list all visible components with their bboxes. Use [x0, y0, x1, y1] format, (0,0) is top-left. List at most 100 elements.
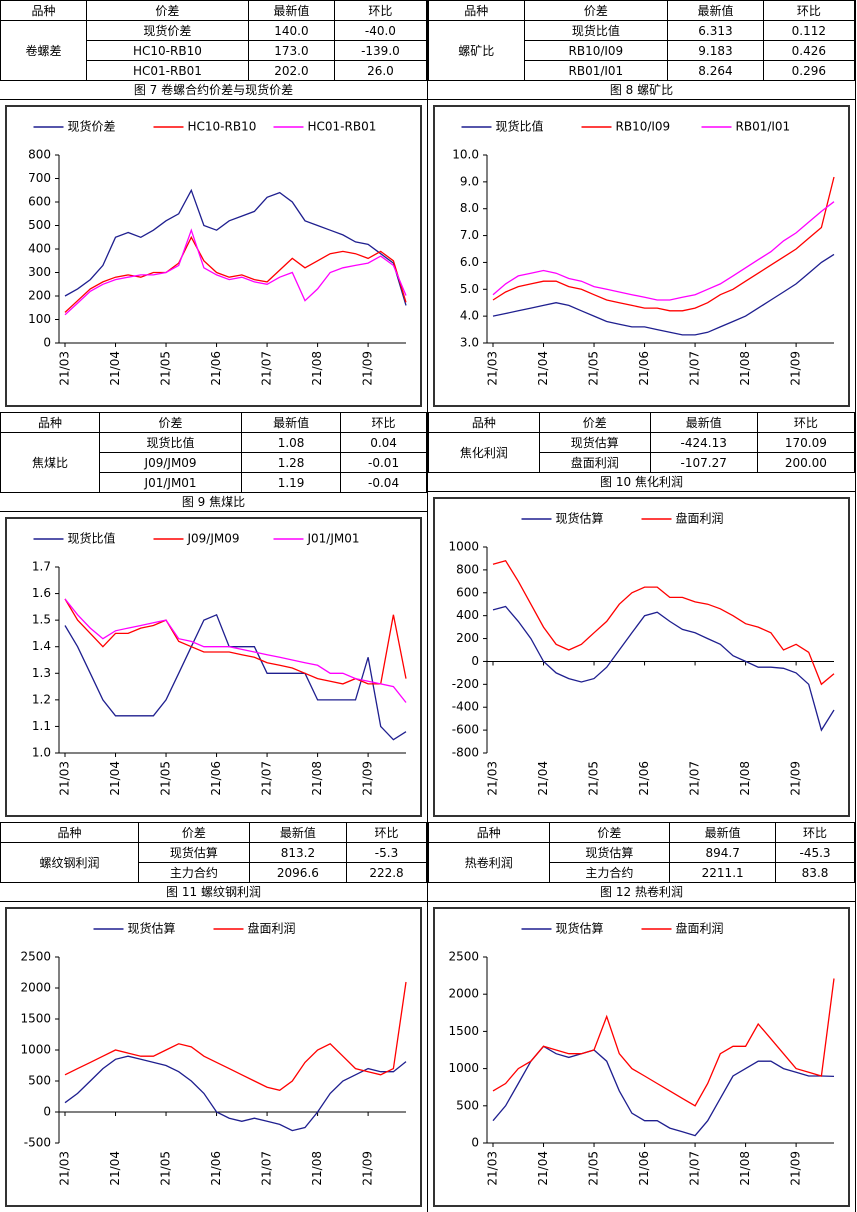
legend-label: J01/JM01: [307, 532, 360, 546]
table-cell: J01/JM01: [99, 472, 243, 493]
section: 品种 价差 最新值 环比 焦煤比 现货比值 1.08 0.04 J09/JM09 1.28 -0.0…: [0, 412, 428, 822]
x-tick-label: 21/09: [361, 761, 375, 796]
data-table: 品种 价差 最新值 环比 卷螺差 现货价差 140.0 -40.0 HC10-RB10 173.0…: [0, 0, 428, 81]
header-row: 品种 价差 最新值 环比: [428, 412, 856, 433]
chart: 现货估算 盘面利润 -500 0 500 1000 1500 2000 2500 21/03 21/…: [20, 921, 407, 1186]
y-tick-label: 2500: [448, 950, 479, 964]
chart: 现货比值 J09/JM09 J01/JM01 1.0 1.1 1.2 1.3 1.4 1.5 1.…: [32, 531, 407, 796]
table-cell: J09/JM09: [99, 452, 243, 473]
table-cell: -45.3: [775, 842, 855, 863]
header-cell: 最新值: [248, 822, 348, 843]
table-row: 焦化利润 现货估算 -424.13 170.09: [428, 432, 856, 473]
legend-label: J09/JM09: [187, 532, 240, 546]
table-cell: 6.313: [667, 20, 764, 41]
table-cell: HC10-RB10: [85, 40, 249, 61]
section: 品种 价差 最新值 环比 热卷利润 现货估算 894.7 -45.3 主力合约 2211.1 83.…: [428, 822, 856, 1212]
y-tick-label: 1500: [20, 1012, 51, 1026]
y-tick-label: 7.0: [460, 228, 479, 242]
series-line: [492, 978, 835, 1107]
x-tick-label: 21/09: [789, 351, 803, 386]
x-tick-label: 21/06: [209, 351, 223, 386]
y-tick-label: 1.1: [32, 719, 51, 733]
header-cell: 价差: [99, 412, 243, 433]
x-tick-label: 21/06: [209, 1151, 223, 1186]
y-tick-label: -800: [452, 746, 479, 760]
table-cell: 2211.1: [669, 862, 777, 883]
x-tick-label: 21/05: [159, 351, 173, 386]
y-tick-label: 8.0: [460, 201, 479, 215]
table-row: 卷螺差 现货价差 140.0 -40.0: [0, 20, 428, 81]
y-tick-label: 1.2: [32, 692, 51, 706]
header-row: 品种 价差 最新值 环比: [428, 822, 855, 843]
y-tick-label: 100: [28, 312, 51, 326]
table-cell: 现货价差: [85, 20, 249, 41]
y-tick-label: 500: [28, 218, 51, 232]
series-line: [64, 235, 407, 313]
header-cell: 品种: [428, 412, 540, 433]
x-tick-label: 21/03: [58, 1151, 72, 1186]
x-tick-label: 21/04: [536, 761, 550, 796]
chart-box: 现货比值 RB10/I09 RB01/I01 3.0 4.0 5.0 6.0 7.0 8.0 9.…: [433, 105, 850, 407]
x-tick-label: 21/08: [738, 761, 752, 796]
header-row: 品种 价差 最新值 环比: [0, 412, 427, 433]
y-tick-label: 400: [456, 608, 479, 622]
y-tick-label: 1.5: [32, 613, 51, 627]
table-cell: 83.8: [775, 862, 855, 883]
chart: 现货估算 盘面利润 0 500 1000 1500 2000 2500 21/03 21/04 21…: [448, 921, 835, 1186]
x-tick-label: 21/03: [58, 351, 72, 386]
legend-label: 现货价差: [68, 119, 116, 134]
y-tick-label: 4.0: [460, 309, 479, 323]
header-cell: 最新值: [247, 0, 335, 21]
legend-label: HC10-RB10: [188, 120, 257, 134]
y-tick-label: 6.0: [460, 255, 479, 269]
x-tick-label: 21/08: [310, 761, 324, 796]
series-line: [64, 598, 407, 685]
table-cell: 813.2: [248, 842, 348, 863]
row: 品种 价差 最新值 环比 卷螺差 现货价差 140.0 -40.0 HC10-RB10 173.0…: [0, 0, 857, 412]
y-tick-label: -200: [452, 677, 479, 691]
table-cell: 9.183: [667, 40, 764, 61]
header-row: 品种 价差 最新值 环比: [428, 0, 856, 21]
y-tick-label: 1000: [20, 1043, 51, 1057]
y-tick-label: 200: [456, 631, 479, 645]
x-tick-label: 21/08: [310, 1151, 324, 1186]
chart-box: 现货比值 J09/JM09 J01/JM01 1.0 1.1 1.2 1.3 1.4 1.5 1.…: [5, 517, 422, 817]
y-tick-label: 1000: [448, 540, 479, 554]
x-tick-label: 21/04: [108, 351, 122, 386]
table-cell: 现货比值: [99, 432, 243, 453]
x-tick-label: 21/09: [789, 761, 803, 796]
header-cell: 品种: [0, 0, 87, 21]
table-row: 盘面利润 -107.27 200.00: [429, 452, 856, 473]
series-line: [64, 613, 407, 741]
y-tick-label: 1.4: [32, 639, 51, 653]
group-cell: 热卷利润: [428, 842, 550, 883]
table-cell: -0.04: [340, 472, 427, 493]
series-line: [64, 598, 407, 703]
table-cell: 0.04: [340, 432, 427, 453]
table-cell: 2096.6: [248, 862, 348, 883]
series-line: [492, 559, 835, 686]
chart-box: 现货估算 盘面利润 -800 -600 -400 -200 0 200 400 600 800 100…: [433, 497, 850, 817]
legend-label: 现货比值: [496, 119, 544, 134]
table-cell: 现货估算: [137, 842, 250, 863]
y-tick-label: 0: [43, 336, 51, 350]
x-tick-label: 21/07: [260, 1151, 274, 1186]
y-tick-label: 3.0: [460, 336, 479, 350]
header-cell: 品种: [428, 0, 525, 21]
chart: 现货比值 RB10/I09 RB01/I01 3.0 4.0 5.0 6.0 7.0 8.0 9.…: [452, 119, 835, 386]
table-cell: -139.0: [333, 40, 428, 61]
series-line: [492, 605, 835, 732]
header-row: 品种 价差 最新值 环比: [0, 822, 427, 843]
data-table: 品种 价差 最新值 环比 热卷利润 现货估算 894.7 -45.3 主力合约 2211.1 83.…: [428, 822, 855, 883]
header-cell: 最新值: [649, 412, 758, 433]
legend-label: 现货估算: [556, 921, 604, 936]
table-cell: 1.08: [241, 432, 342, 453]
legend-label: RB01/I01: [736, 120, 791, 134]
table-cell: -0.01: [340, 452, 427, 473]
table-row: J01/JM01 1.19 -0.04: [1, 472, 427, 493]
header-cell: 最新值: [669, 822, 777, 843]
figure-caption: 图 11 螺纹钢利润: [0, 883, 427, 902]
section: 品种 价差 最新值 环比 焦化利润 现货估算 -424.13 170.09 盘面利润 -107.2…: [428, 412, 856, 822]
x-tick-label: 21/03: [486, 761, 500, 796]
table-cell: -40.0: [333, 20, 428, 41]
